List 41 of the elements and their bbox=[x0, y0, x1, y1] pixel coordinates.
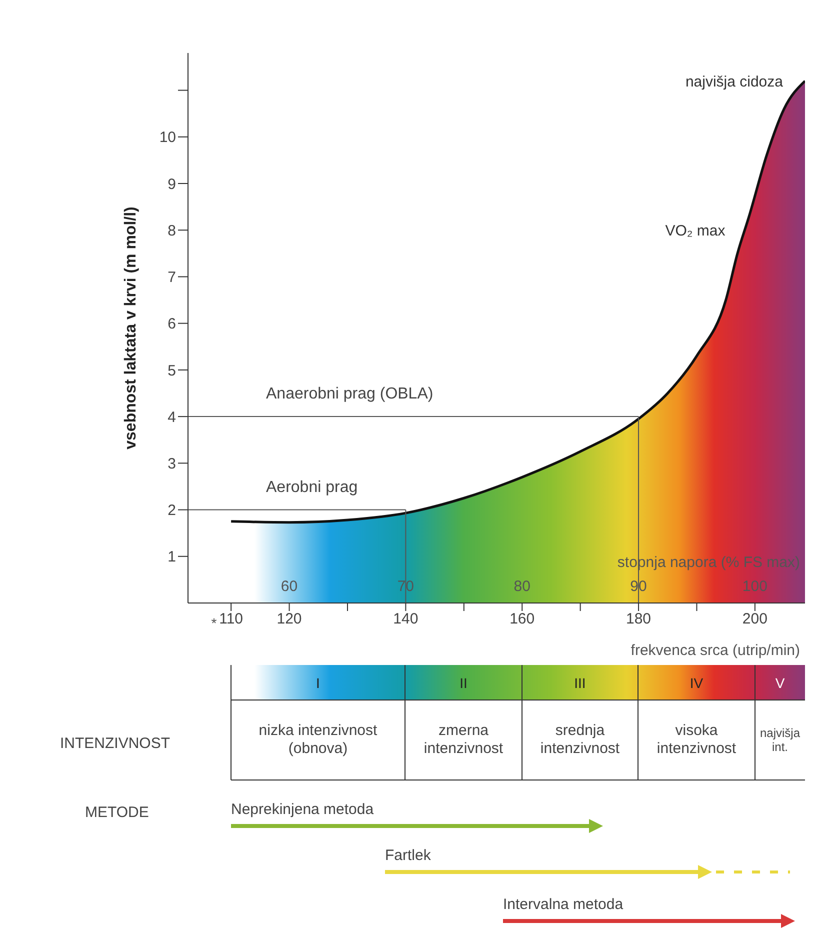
x-tick-label: 140 bbox=[393, 610, 418, 628]
ref-line-label: Aerobni prag bbox=[266, 478, 358, 496]
text: I bbox=[316, 675, 320, 691]
y-axis-title: vsebnost laktata v krvi (m mol/l) bbox=[122, 206, 140, 450]
text: Neprekinjena metoda bbox=[231, 801, 374, 818]
x-tick-label: 180 bbox=[626, 610, 652, 628]
x2-tick-label: 60 bbox=[280, 578, 298, 595]
y-tick-label: 4 bbox=[168, 408, 176, 426]
text: III bbox=[574, 675, 586, 691]
text: METODE bbox=[85, 804, 149, 821]
text: * bbox=[211, 615, 218, 631]
text: najvišja int. bbox=[758, 724, 802, 756]
x-tick-label: 110 bbox=[219, 610, 244, 628]
annotation: najvišja cidoza bbox=[685, 73, 784, 90]
text: INTENZIVNOST bbox=[60, 735, 170, 752]
text: V bbox=[775, 675, 786, 691]
text: IV bbox=[690, 675, 704, 691]
y-tick-label: 1 bbox=[168, 548, 176, 566]
text: Fartlek bbox=[385, 847, 432, 864]
y-tick-label: 10 bbox=[159, 129, 176, 146]
text: nizka intenzivnost (obnova) bbox=[258, 721, 378, 759]
x-tick-label: 120 bbox=[276, 610, 302, 628]
x-axis-title: frekvenca srca (utrip/min) bbox=[630, 642, 800, 659]
text: zmerna intenzivnost bbox=[422, 721, 504, 759]
text: srednja intenzivnost bbox=[539, 721, 621, 759]
x-tick-label: 160 bbox=[510, 610, 535, 628]
x2-tick-label: 80 bbox=[514, 578, 530, 595]
y-tick-label: 5 bbox=[168, 362, 176, 380]
y-tick-label: 6 bbox=[168, 316, 176, 333]
x-tick-label: 200 bbox=[742, 610, 768, 628]
y-tick-label: 9 bbox=[168, 176, 176, 193]
x2-tick-label: 100 bbox=[742, 578, 768, 595]
y-tick-label: 8 bbox=[168, 222, 176, 240]
y-tick-label: 2 bbox=[168, 502, 176, 520]
ref-line-label: Anaerobni prag (OBLA) bbox=[266, 386, 434, 403]
y-tick-label: 7 bbox=[168, 269, 176, 286]
y-tick-label: 3 bbox=[168, 455, 176, 472]
annotation: VO₂ max bbox=[665, 222, 726, 240]
text: Intervalna metoda bbox=[503, 896, 624, 913]
text: II bbox=[460, 675, 468, 691]
text: visoka intenzivnost bbox=[656, 721, 738, 759]
